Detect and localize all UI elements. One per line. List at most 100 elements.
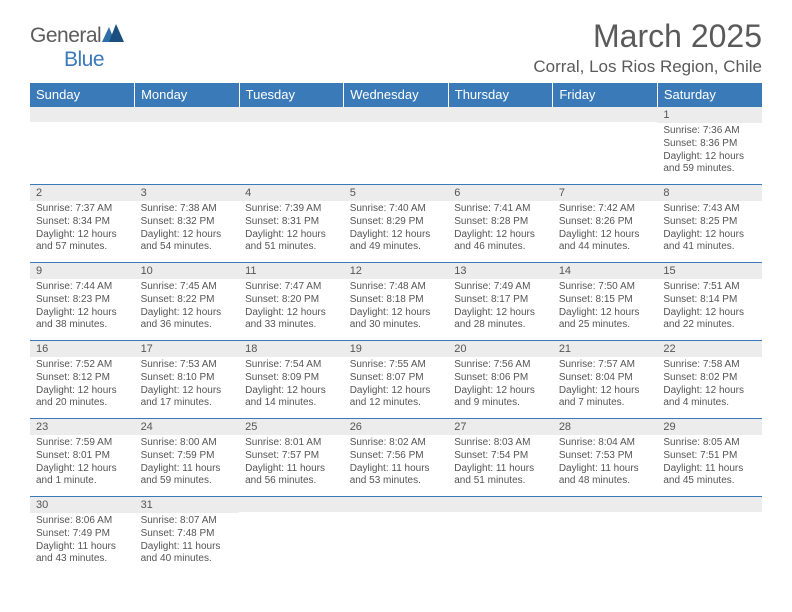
sunset-line: Sunset: 8:31 PM	[245, 216, 338, 229]
month-title: March 2025	[533, 18, 762, 55]
day-number: 15	[657, 263, 762, 279]
sunset-line: Sunset: 8:04 PM	[559, 372, 652, 385]
sunset-line: Sunset: 7:48 PM	[141, 528, 234, 541]
sunrise-line: Sunrise: 7:45 AM	[141, 281, 234, 294]
day-body: Sunrise: 8:02 AMSunset: 7:56 PMDaylight:…	[344, 435, 449, 491]
calendar-day-cell: 17Sunrise: 7:53 AMSunset: 8:10 PMDayligh…	[135, 341, 240, 419]
day-body: Sunrise: 7:43 AMSunset: 8:25 PMDaylight:…	[657, 201, 762, 257]
sunset-line: Sunset: 7:51 PM	[663, 450, 756, 463]
calendar-empty-cell	[239, 497, 344, 575]
calendar-day-cell: 16Sunrise: 7:52 AMSunset: 8:12 PMDayligh…	[30, 341, 135, 419]
calendar-day-cell: 5Sunrise: 7:40 AMSunset: 8:29 PMDaylight…	[344, 185, 449, 263]
sunset-line: Sunset: 8:02 PM	[663, 372, 756, 385]
calendar-day-cell: 22Sunrise: 7:58 AMSunset: 8:02 PMDayligh…	[657, 341, 762, 419]
calendar-day-cell: 10Sunrise: 7:45 AMSunset: 8:22 PMDayligh…	[135, 263, 240, 341]
sunrise-line: Sunrise: 8:07 AM	[141, 515, 234, 528]
calendar-day-cell: 31Sunrise: 8:07 AMSunset: 7:48 PMDayligh…	[135, 497, 240, 575]
calendar-day-cell: 20Sunrise: 7:56 AMSunset: 8:06 PMDayligh…	[448, 341, 553, 419]
sunset-line: Sunset: 8:09 PM	[245, 372, 338, 385]
day-number: 8	[657, 185, 762, 201]
calendar-empty-cell	[448, 497, 553, 575]
day-number: 23	[30, 419, 135, 435]
calendar-day-cell: 12Sunrise: 7:48 AMSunset: 8:18 PMDayligh…	[344, 263, 449, 341]
daylight-line: Daylight: 12 hours and 59 minutes.	[663, 151, 756, 177]
day-body: Sunrise: 7:56 AMSunset: 8:06 PMDaylight:…	[448, 357, 553, 413]
day-body: Sunrise: 8:04 AMSunset: 7:53 PMDaylight:…	[553, 435, 658, 491]
sunset-line: Sunset: 8:23 PM	[36, 294, 129, 307]
day-number: 25	[239, 419, 344, 435]
sunrise-line: Sunrise: 7:55 AM	[350, 359, 443, 372]
calendar-week-row: 1Sunrise: 7:36 AMSunset: 8:36 PMDaylight…	[30, 107, 762, 185]
daylight-line: Daylight: 12 hours and 4 minutes.	[663, 385, 756, 411]
day-body: Sunrise: 7:42 AMSunset: 8:26 PMDaylight:…	[553, 201, 658, 257]
sunset-line: Sunset: 8:15 PM	[559, 294, 652, 307]
day-body: Sunrise: 7:49 AMSunset: 8:17 PMDaylight:…	[448, 279, 553, 335]
dayname-header: Friday	[553, 83, 658, 107]
calendar-day-cell: 2Sunrise: 7:37 AMSunset: 8:34 PMDaylight…	[30, 185, 135, 263]
calendar-day-cell: 18Sunrise: 7:54 AMSunset: 8:09 PMDayligh…	[239, 341, 344, 419]
day-body: Sunrise: 7:58 AMSunset: 8:02 PMDaylight:…	[657, 357, 762, 413]
day-body: Sunrise: 7:44 AMSunset: 8:23 PMDaylight:…	[30, 279, 135, 335]
day-number: 10	[135, 263, 240, 279]
daylight-line: Daylight: 12 hours and 28 minutes.	[454, 307, 547, 333]
day-body: Sunrise: 7:47 AMSunset: 8:20 PMDaylight:…	[239, 279, 344, 335]
sunrise-line: Sunrise: 7:49 AM	[454, 281, 547, 294]
day-body: Sunrise: 7:50 AMSunset: 8:15 PMDaylight:…	[553, 279, 658, 335]
daylight-line: Daylight: 12 hours and 9 minutes.	[454, 385, 547, 411]
daylight-line: Daylight: 12 hours and 54 minutes.	[141, 229, 234, 255]
day-number: 26	[344, 419, 449, 435]
sunset-line: Sunset: 8:36 PM	[663, 138, 756, 151]
day-number: 6	[448, 185, 553, 201]
day-number: 28	[553, 419, 658, 435]
sunset-line: Sunset: 7:54 PM	[454, 450, 547, 463]
day-body: Sunrise: 7:45 AMSunset: 8:22 PMDaylight:…	[135, 279, 240, 335]
sunrise-line: Sunrise: 7:53 AM	[141, 359, 234, 372]
day-number: 7	[553, 185, 658, 201]
day-body: Sunrise: 7:48 AMSunset: 8:18 PMDaylight:…	[344, 279, 449, 335]
sunrise-line: Sunrise: 7:43 AM	[663, 203, 756, 216]
daylight-line: Daylight: 12 hours and 7 minutes.	[559, 385, 652, 411]
daylight-line: Daylight: 11 hours and 48 minutes.	[559, 463, 652, 489]
dayname-header: Monday	[135, 83, 240, 107]
sunrise-line: Sunrise: 7:50 AM	[559, 281, 652, 294]
day-number: 11	[239, 263, 344, 279]
day-body: Sunrise: 8:03 AMSunset: 7:54 PMDaylight:…	[448, 435, 553, 491]
day-body: Sunrise: 7:54 AMSunset: 8:09 PMDaylight:…	[239, 357, 344, 413]
day-number-row	[239, 497, 344, 512]
day-number: 20	[448, 341, 553, 357]
dayname-header: Tuesday	[239, 83, 344, 107]
sunrise-line: Sunrise: 7:47 AM	[245, 281, 338, 294]
sunrise-line: Sunrise: 7:56 AM	[454, 359, 547, 372]
day-number-row	[135, 107, 240, 122]
day-number: 30	[30, 497, 135, 513]
day-body: Sunrise: 7:59 AMSunset: 8:01 PMDaylight:…	[30, 435, 135, 491]
calendar-empty-cell	[448, 107, 553, 185]
calendar-week-row: 2Sunrise: 7:37 AMSunset: 8:34 PMDaylight…	[30, 185, 762, 263]
sunset-line: Sunset: 7:49 PM	[36, 528, 129, 541]
sunset-line: Sunset: 8:14 PM	[663, 294, 756, 307]
page-header: GeneralBlue March 2025 Corral, Los Rios …	[30, 18, 762, 77]
sunrise-line: Sunrise: 8:03 AM	[454, 437, 547, 450]
day-number: 1	[657, 107, 762, 123]
daylight-line: Daylight: 12 hours and 57 minutes.	[36, 229, 129, 255]
day-body: Sunrise: 8:06 AMSunset: 7:49 PMDaylight:…	[30, 513, 135, 569]
day-number: 9	[30, 263, 135, 279]
calendar-day-cell: 7Sunrise: 7:42 AMSunset: 8:26 PMDaylight…	[553, 185, 658, 263]
sunrise-line: Sunrise: 7:40 AM	[350, 203, 443, 216]
sunset-line: Sunset: 8:01 PM	[36, 450, 129, 463]
sunrise-line: Sunrise: 8:00 AM	[141, 437, 234, 450]
calendar-week-row: 30Sunrise: 8:06 AMSunset: 7:49 PMDayligh…	[30, 497, 762, 575]
calendar-day-cell: 9Sunrise: 7:44 AMSunset: 8:23 PMDaylight…	[30, 263, 135, 341]
day-number: 27	[448, 419, 553, 435]
sunset-line: Sunset: 8:29 PM	[350, 216, 443, 229]
day-body: Sunrise: 7:52 AMSunset: 8:12 PMDaylight:…	[30, 357, 135, 413]
dayname-header: Wednesday	[344, 83, 449, 107]
sunrise-line: Sunrise: 7:57 AM	[559, 359, 652, 372]
sunrise-line: Sunrise: 7:37 AM	[36, 203, 129, 216]
daylight-line: Daylight: 12 hours and 36 minutes.	[141, 307, 234, 333]
sunrise-line: Sunrise: 8:02 AM	[350, 437, 443, 450]
daylight-line: Daylight: 12 hours and 38 minutes.	[36, 307, 129, 333]
day-number: 19	[344, 341, 449, 357]
day-body: Sunrise: 7:37 AMSunset: 8:34 PMDaylight:…	[30, 201, 135, 257]
calendar-day-cell: 24Sunrise: 8:00 AMSunset: 7:59 PMDayligh…	[135, 419, 240, 497]
